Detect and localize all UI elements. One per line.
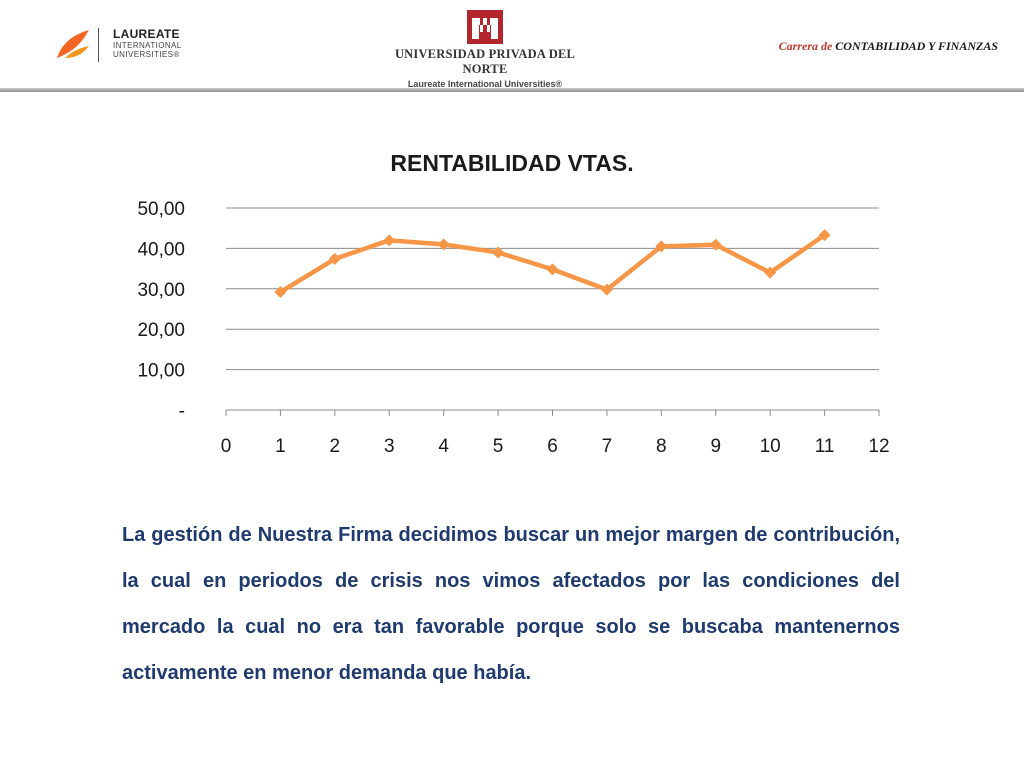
y-tick-label: 50,00 [137, 199, 185, 220]
body-paragraph: La gestión de Nuestra Firma decidimos bu… [122, 524, 900, 684]
slide-header: LAUREATE INTERNATIONAL UNIVERSITIES® UNI… [0, 0, 1024, 96]
upn-subtitle: Laureate International Universities® [407, 79, 563, 89]
data-point [328, 252, 341, 265]
data-point [437, 238, 450, 251]
laureate-leaf-icon [57, 30, 89, 58]
chart-title: RENTABILIDAD VTAS. [390, 150, 634, 176]
logo-divider [98, 28, 99, 62]
y-tick-label: 30,00 [137, 280, 185, 301]
x-tick-label: 6 [547, 436, 558, 457]
data-point [764, 266, 777, 279]
data-point [274, 286, 287, 299]
career-name: CONTABILIDAD Y FINANZAS [835, 39, 998, 53]
x-tick-label: 7 [602, 436, 613, 457]
x-tick-label: 8 [656, 436, 667, 457]
x-tick-label: 5 [493, 436, 504, 457]
x-tick-label: 2 [330, 436, 341, 457]
y-tick-label: 10,00 [137, 361, 185, 382]
x-tick-label: 1 [275, 436, 286, 457]
laureate-wordmark: LAUREATE [113, 27, 180, 41]
data-point [492, 246, 505, 259]
laureate-logo: LAUREATE INTERNATIONAL UNIVERSITIES® [55, 26, 200, 66]
header-rule [0, 88, 1024, 92]
y-tick-label: 20,00 [137, 320, 185, 341]
data-point [655, 240, 668, 253]
data-point [709, 238, 722, 251]
career-prefix: Carrera de [778, 39, 833, 53]
x-tick-label: 3 [384, 436, 395, 457]
x-tick-label: 9 [710, 436, 721, 457]
data-point [383, 234, 396, 247]
y-tick-label: - [179, 401, 185, 422]
x-tick-label: 0 [221, 436, 232, 457]
laureate-subtitle: INTERNATIONAL UNIVERSITIES® [113, 41, 182, 59]
x-tick-label: 11 [815, 436, 835, 457]
x-tick-label: 10 [760, 436, 781, 457]
x-tick-label: 12 [868, 436, 889, 457]
upn-name: UNIVERSIDAD PRIVADA DEL NORTE [394, 47, 576, 76]
upn-logo: UNIVERSIDAD PRIVADA DEL NORTE Laureate I… [380, 10, 590, 89]
data-point [818, 229, 831, 242]
data-point [546, 263, 559, 276]
career-label: Carrera de CONTABILIDAD Y FINANZAS [779, 39, 998, 54]
data-point [600, 283, 613, 296]
x-tick-label: 4 [438, 436, 449, 457]
upn-emblem-icon [467, 10, 503, 44]
y-tick-label: 40,00 [137, 239, 185, 260]
